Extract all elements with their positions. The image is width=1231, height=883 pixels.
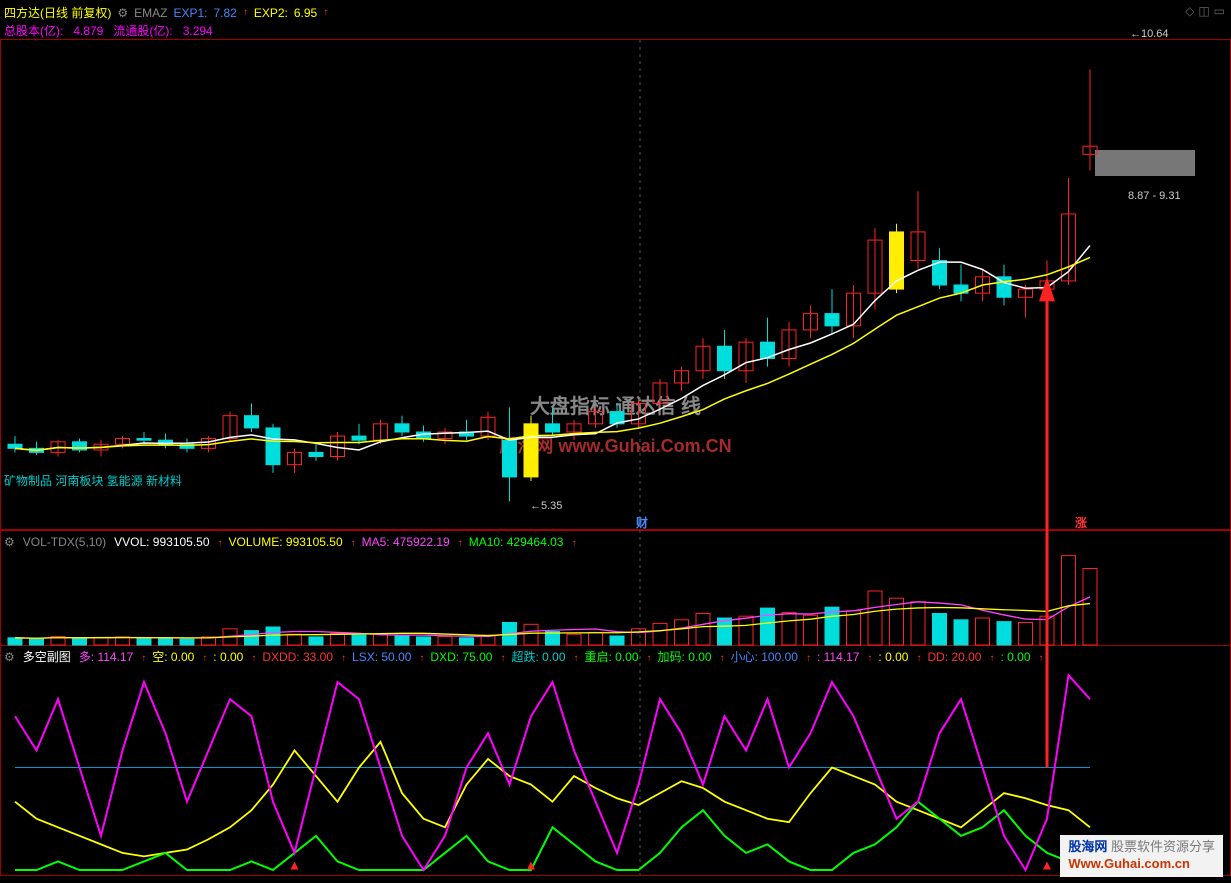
bottom-watermark: 股海网 股票软件资源分享 Www.Guhai.com.cn: [1060, 835, 1223, 877]
chart-canvas[interactable]: [0, 0, 1231, 883]
